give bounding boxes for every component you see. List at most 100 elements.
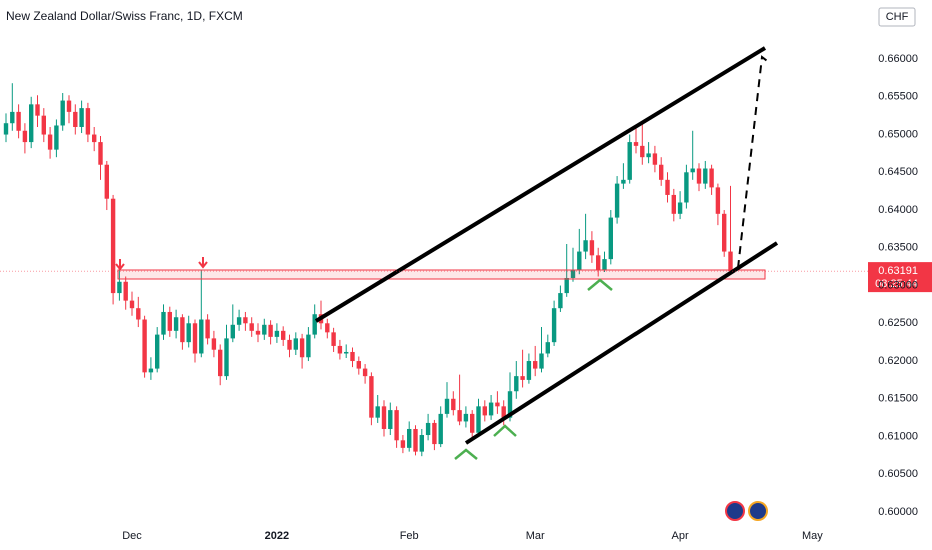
candle-body — [640, 145, 645, 158]
candle-body — [148, 368, 154, 373]
candle-body — [369, 376, 374, 418]
candle-body — [438, 413, 443, 445]
candle-body — [728, 251, 733, 272]
candle-body — [104, 164, 109, 199]
candle-body — [709, 168, 714, 188]
candle-body — [306, 334, 311, 358]
candle-body — [394, 410, 399, 441]
x-tick-label: May — [802, 530, 823, 542]
candle-body — [47, 134, 53, 150]
candle-body — [180, 317, 185, 343]
candle-body — [602, 259, 607, 271]
candle-body — [533, 361, 538, 369]
candle-body — [596, 255, 601, 271]
candle-body — [98, 142, 103, 165]
candle-body — [551, 308, 557, 343]
candle-body — [482, 406, 487, 416]
candle-body — [230, 324, 235, 339]
candle-body — [85, 108, 91, 135]
candle-body — [507, 391, 513, 418]
candle-body — [117, 281, 122, 294]
y-tick-label: 0.60000 — [878, 506, 918, 518]
candle-body — [671, 194, 676, 214]
candle-body — [577, 251, 582, 271]
candle-body — [66, 100, 72, 112]
candle-body — [41, 115, 46, 135]
candle-body — [173, 317, 179, 331]
candle-body — [715, 187, 721, 214]
candle-body — [432, 422, 437, 445]
candle-body — [142, 319, 147, 373]
candle-body — [558, 293, 563, 309]
y-tick-label: 0.63000 — [878, 279, 918, 291]
candle-body — [696, 168, 702, 184]
channel-lower — [464, 241, 779, 445]
x-tick-label: Feb — [400, 530, 419, 542]
candle-body — [652, 153, 658, 165]
candle-body — [337, 345, 343, 354]
candle-body — [136, 308, 141, 320]
currency-badge — [878, 7, 916, 27]
currency-icon — [748, 501, 768, 521]
candle-body — [287, 339, 292, 350]
candle-body — [470, 413, 475, 433]
candles — [3, 83, 733, 457]
candle-body — [293, 338, 298, 350]
x-tick-label: Mar — [526, 530, 545, 542]
candle-body — [545, 342, 550, 354]
candle-body — [224, 338, 229, 377]
candle-body — [262, 324, 267, 335]
candle-body — [457, 410, 462, 422]
candle-body — [570, 270, 576, 278]
y-tick-label: 0.64500 — [878, 166, 918, 178]
candle-body — [274, 330, 280, 337]
candle-body — [633, 142, 639, 146]
candle-body — [22, 130, 28, 143]
candle-body — [444, 398, 450, 414]
candle-body — [703, 168, 708, 184]
candle-body — [627, 142, 632, 180]
candle-body — [520, 376, 525, 380]
y-tick-label: 0.62000 — [878, 355, 918, 367]
y-tick-label: 0.65500 — [878, 91, 918, 103]
candle-body — [419, 435, 424, 452]
candle-body — [123, 281, 128, 301]
candle-body — [362, 368, 368, 377]
candle-body — [425, 422, 431, 436]
candle-body — [211, 338, 217, 350]
candle-body — [476, 406, 481, 433]
candle-body — [325, 323, 330, 333]
candle-body — [677, 202, 683, 214]
candle-body — [268, 324, 273, 337]
candle-body — [155, 334, 160, 369]
x-tick-label: Dec — [122, 530, 142, 542]
support-zone — [117, 269, 766, 280]
candle-body — [400, 440, 406, 448]
candle-body — [255, 330, 261, 335]
candle-body — [29, 104, 34, 143]
candle-body — [167, 311, 172, 331]
y-tick-label: 0.61500 — [878, 393, 918, 405]
x-tick-label: 2022 — [265, 530, 289, 542]
pivot-marker — [454, 448, 478, 460]
candle-body — [205, 319, 210, 339]
candle-body — [375, 406, 380, 418]
candle-body — [186, 323, 191, 343]
candle-body — [281, 330, 286, 340]
candle-body — [608, 217, 613, 260]
candle-body — [665, 179, 670, 195]
candle-body — [407, 428, 412, 448]
candle-body — [659, 164, 664, 180]
last-price-label: 0.63191 — [878, 265, 918, 277]
candle-body — [495, 402, 500, 407]
candle-body — [539, 353, 544, 369]
candle-body — [344, 351, 349, 354]
x-tick-label: Apr — [672, 530, 689, 542]
candle-body — [501, 406, 506, 418]
candle-body — [488, 402, 494, 416]
candle-body — [614, 183, 620, 218]
candle-body — [299, 338, 305, 358]
candle-body — [356, 361, 361, 369]
